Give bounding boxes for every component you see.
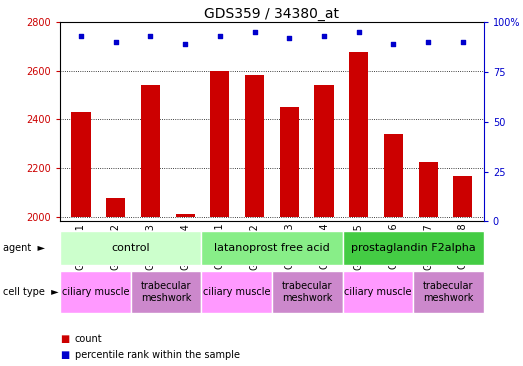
Text: ■: ■ (60, 350, 70, 360)
Text: ciliary muscle: ciliary muscle (344, 287, 412, 297)
Bar (343, 231, 484, 265)
Text: ciliary muscle: ciliary muscle (203, 287, 270, 297)
Point (285, 35, 293, 41)
Bar (280, 107, 299, 217)
Point (251, 29, 259, 35)
Point (111, 39, 120, 45)
Bar (272, 271, 343, 313)
Point (181, 41, 189, 47)
Point (320, 33, 328, 39)
Bar (245, 75, 264, 217)
Bar (201, 231, 343, 265)
Text: trabecular
meshwork: trabecular meshwork (423, 281, 474, 303)
Text: ciliary muscle: ciliary muscle (62, 287, 129, 297)
Point (424, 39, 433, 45)
Bar (210, 71, 230, 217)
Bar (176, 214, 195, 217)
Text: cell type  ►: cell type ► (3, 287, 58, 297)
Text: prostaglandin F2alpha: prostaglandin F2alpha (351, 243, 475, 253)
Text: control: control (111, 243, 150, 253)
Bar (72, 112, 90, 217)
Title: GDS359 / 34380_at: GDS359 / 34380_at (204, 7, 339, 21)
Bar (201, 271, 272, 313)
Text: agent  ►: agent ► (3, 243, 44, 253)
Text: percentile rank within the sample: percentile rank within the sample (75, 350, 240, 360)
Text: latanoprost free acid: latanoprost free acid (214, 243, 330, 253)
Bar (343, 271, 413, 313)
Point (215, 33, 224, 39)
Bar (60, 271, 131, 313)
Bar (413, 271, 484, 313)
Point (77, 33, 85, 39)
Point (146, 33, 155, 39)
Text: trabecular
meshwork: trabecular meshwork (141, 281, 191, 303)
Bar (419, 162, 438, 217)
Point (355, 29, 363, 35)
Text: count: count (75, 333, 103, 344)
Bar (349, 52, 368, 217)
Bar (60, 231, 201, 265)
Bar (106, 198, 125, 217)
Bar (314, 85, 334, 217)
Bar (131, 271, 201, 313)
Point (389, 41, 397, 47)
Bar (384, 134, 403, 217)
Text: ■: ■ (60, 333, 70, 344)
Bar (141, 85, 160, 217)
Bar (453, 176, 472, 217)
Text: trabecular
meshwork: trabecular meshwork (282, 281, 333, 303)
Point (459, 39, 467, 45)
